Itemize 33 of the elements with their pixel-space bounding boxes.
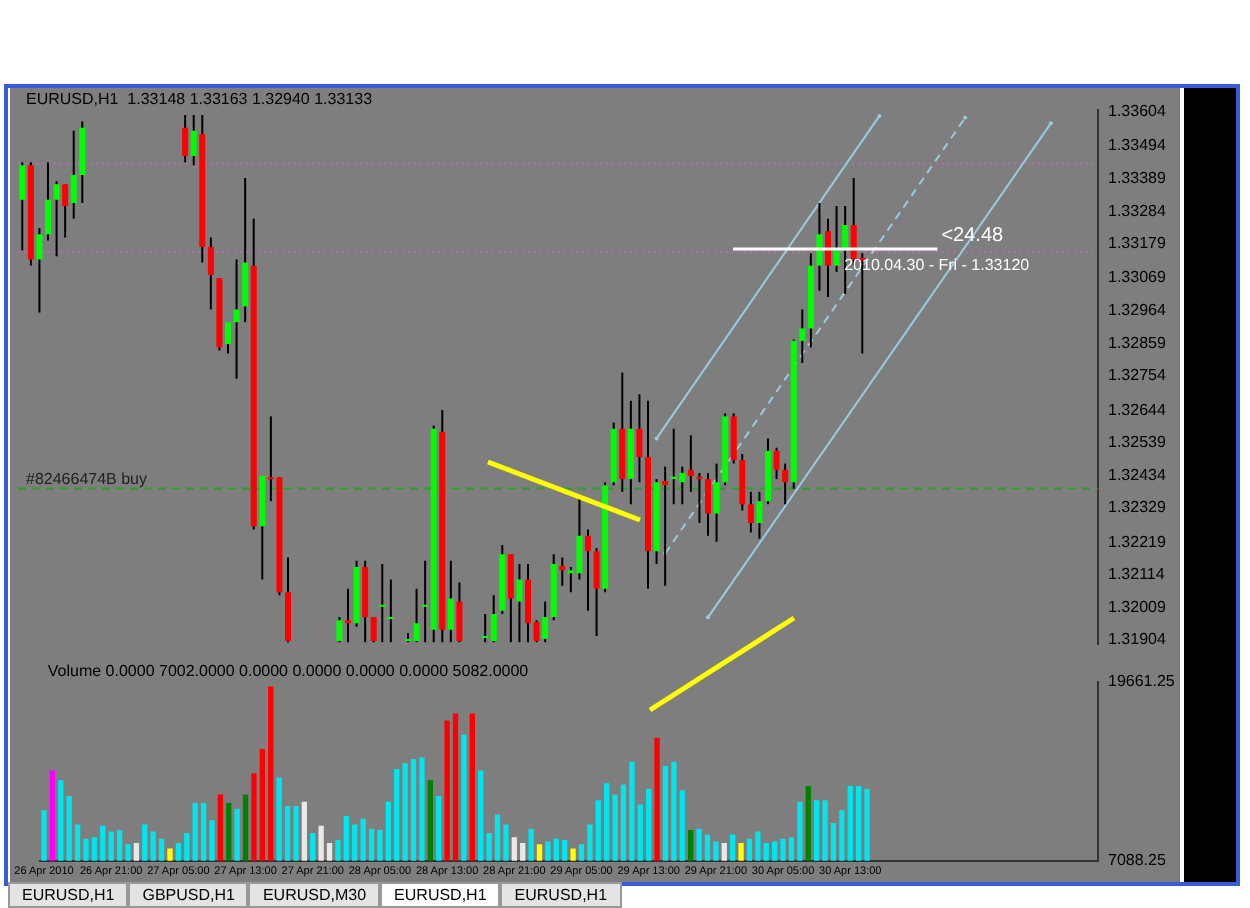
y-tick-label: 1.32964 bbox=[1108, 301, 1167, 320]
candlestick bbox=[233, 259, 240, 379]
text: EURUSD,H1 bbox=[500, 882, 622, 908]
y-tick-label: 7088.25 bbox=[1108, 851, 1167, 870]
y-tick-label: 1.32434 bbox=[1108, 465, 1167, 484]
y-tick-label: 1.32114 bbox=[1108, 565, 1166, 584]
candlestick bbox=[379, 563, 386, 643]
text: EURUSD,M30 bbox=[248, 882, 381, 908]
candlestick bbox=[387, 579, 394, 643]
candlestick bbox=[687, 435, 694, 492]
y-tick-label: 1.32754 bbox=[1108, 366, 1167, 385]
y-tick-label: 1.33604 bbox=[1108, 102, 1167, 121]
chart-title: Volume 0.0000 7002.0000 0.0000 0.0000 0.0000 0.0000 5082.0000 bbox=[47, 662, 530, 680]
y-tick-label: 1.31904 bbox=[1108, 630, 1167, 649]
y-tick-label: 1.33069 bbox=[1108, 268, 1167, 287]
ref-line-label: #82466474B buy bbox=[26, 470, 147, 489]
y-tick-label: 1.32539 bbox=[1108, 433, 1167, 452]
chart-title: EURUSD,H1 1.33148 1.33163 1.32940 1.33133 bbox=[26, 90, 374, 108]
y-tick-label: 19661.25 bbox=[1108, 672, 1176, 691]
y-tick-label: 1.32009 bbox=[1108, 597, 1167, 616]
candlestick bbox=[345, 588, 351, 643]
y-tick-label: 1.32859 bbox=[1108, 333, 1167, 352]
y-tick-label: 1.32644 bbox=[1108, 400, 1167, 419]
y-tick-label: 1.33389 bbox=[1108, 169, 1167, 188]
text: EURUSD,H1 bbox=[380, 882, 501, 908]
text: EURUSD,H1 bbox=[8, 882, 129, 908]
y-tick-label: 1.32329 bbox=[1108, 498, 1167, 517]
candlestick bbox=[482, 613, 489, 643]
y-tick-label: 1.32219 bbox=[1108, 532, 1167, 551]
y-tick-label: 1.33179 bbox=[1108, 234, 1167, 253]
y-tick-label: 1.33494 bbox=[1108, 136, 1167, 155]
text: GBPUSD,H1 bbox=[128, 882, 249, 908]
y-tick-label: 1.33284 bbox=[1108, 201, 1167, 220]
